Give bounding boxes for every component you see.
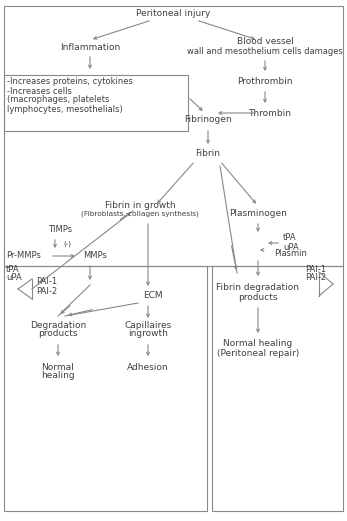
Text: Blood vessel: Blood vessel — [237, 38, 294, 46]
Text: Peritoneal injury: Peritoneal injury — [136, 9, 210, 19]
Bar — [4, 6, 343, 266]
Text: (macrophages, platelets: (macrophages, platelets — [7, 95, 109, 105]
Bar — [4, 75, 188, 131]
Text: Plasmin: Plasmin — [274, 250, 307, 258]
Text: Degradation: Degradation — [30, 320, 86, 329]
Text: uPA: uPA — [283, 242, 299, 252]
Text: lymphocytes, mesothelials): lymphocytes, mesothelials) — [7, 105, 123, 114]
Text: ingrowth: ingrowth — [128, 329, 168, 339]
Text: Inflammation: Inflammation — [60, 43, 120, 52]
Bar — [212, 266, 343, 511]
Text: PAI-1: PAI-1 — [36, 277, 57, 286]
Text: Fibrinogen: Fibrinogen — [184, 116, 232, 125]
Text: Normal: Normal — [42, 363, 74, 371]
Text: PAI-1: PAI-1 — [305, 265, 326, 274]
Text: Prothrombin: Prothrombin — [237, 77, 293, 85]
Text: products: products — [238, 292, 278, 302]
Text: -Increases proteins, cytokines: -Increases proteins, cytokines — [7, 77, 133, 85]
Text: uPA: uPA — [6, 274, 22, 282]
Text: (-): (-) — [63, 241, 71, 247]
Text: Plasminogen: Plasminogen — [229, 208, 287, 217]
Text: tPA: tPA — [6, 266, 20, 275]
Text: -Increases cells: -Increases cells — [7, 86, 72, 95]
Text: tPA: tPA — [283, 233, 297, 242]
Text: (Fibroblasts, collagen synthesis): (Fibroblasts, collagen synthesis) — [81, 211, 199, 217]
Text: PAI-2: PAI-2 — [305, 274, 326, 282]
Text: PAI-2: PAI-2 — [36, 287, 57, 295]
Text: TIMPs: TIMPs — [48, 226, 72, 234]
Text: products: products — [38, 329, 78, 339]
Text: Normal healing: Normal healing — [223, 340, 293, 349]
Text: (Peritoneal repair): (Peritoneal repair) — [217, 349, 299, 357]
Text: wall and mesothelium cells damages: wall and mesothelium cells damages — [187, 46, 343, 56]
Text: ECM: ECM — [143, 292, 163, 301]
Text: MMPs: MMPs — [83, 252, 107, 260]
Text: Pr-MMPs: Pr-MMPs — [6, 252, 41, 260]
Text: healing: healing — [41, 371, 75, 380]
Text: Fibrin in growth: Fibrin in growth — [105, 201, 175, 209]
Text: Fibrin: Fibrin — [195, 150, 220, 158]
Text: Fibrin degradation: Fibrin degradation — [217, 283, 299, 292]
Text: Capillaires: Capillaires — [124, 320, 172, 329]
Bar — [4, 266, 207, 511]
Text: Adhesion: Adhesion — [127, 363, 169, 371]
Text: Thrombin: Thrombin — [248, 108, 291, 118]
